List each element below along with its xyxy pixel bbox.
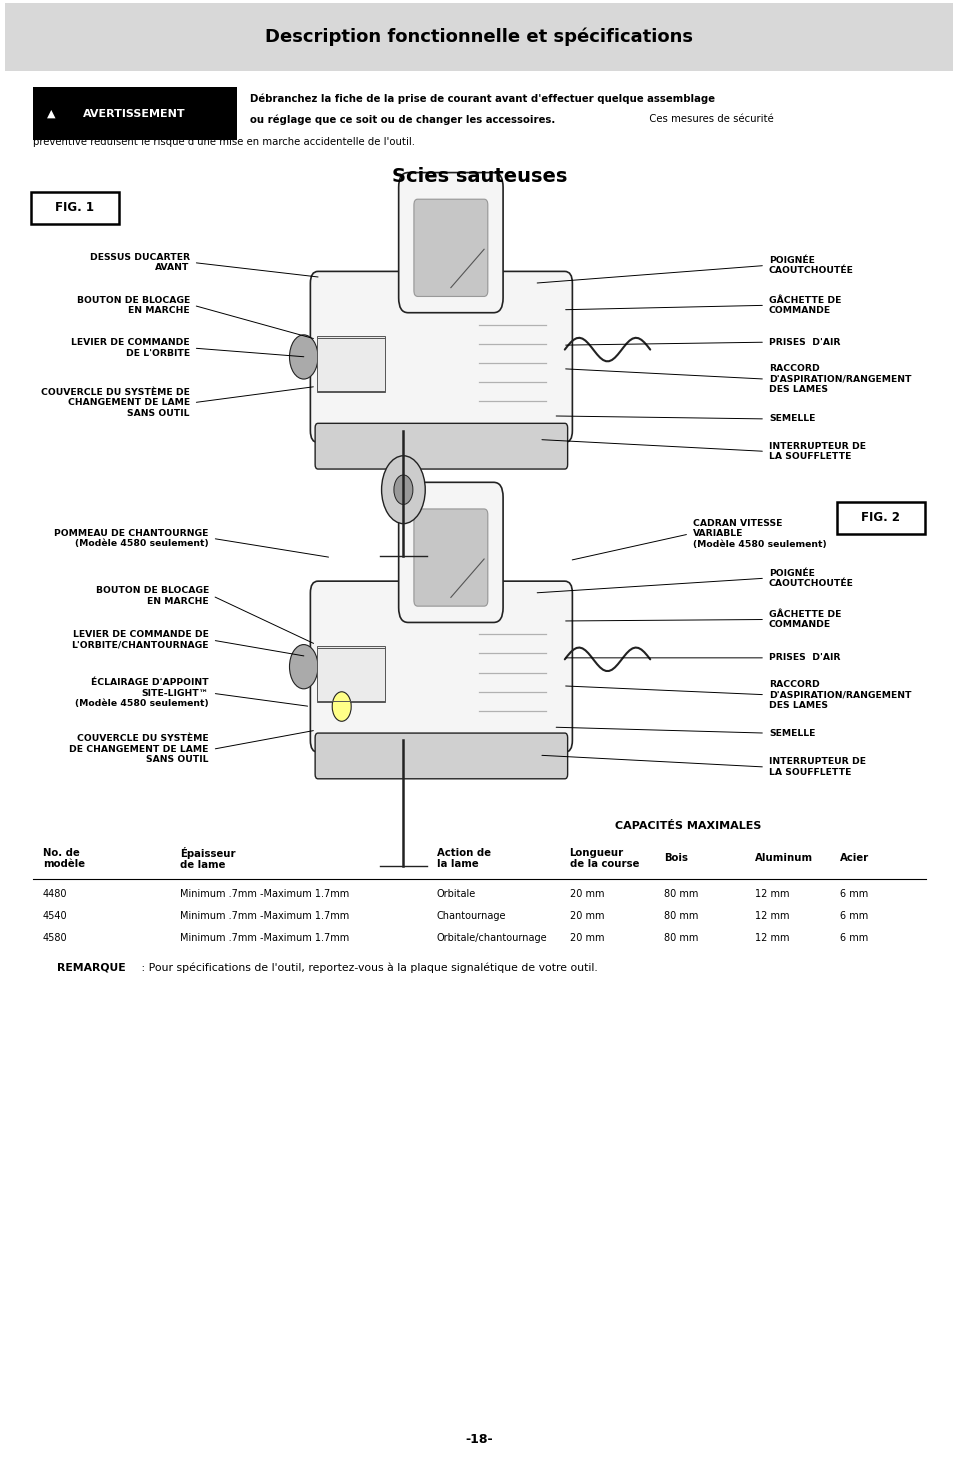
Text: ▲: ▲	[47, 109, 55, 118]
Text: RACCORD
D'ASPIRATION/RANGEMENT
DES LAMES: RACCORD D'ASPIRATION/RANGEMENT DES LAMES	[768, 680, 910, 709]
Text: Longueur
de la course: Longueur de la course	[569, 848, 639, 869]
FancyBboxPatch shape	[33, 87, 237, 140]
Text: Épaisseur
de lame: Épaisseur de lame	[180, 847, 235, 870]
Text: POIGNÉE
CAOUTCHOUTÉE: POIGNÉE CAOUTCHOUTÉE	[768, 255, 853, 276]
Text: Orbitale: Orbitale	[436, 889, 476, 898]
Text: Bois: Bois	[664, 854, 688, 863]
Text: FIG. 2: FIG. 2	[861, 512, 900, 524]
FancyBboxPatch shape	[314, 423, 567, 469]
FancyBboxPatch shape	[31, 192, 118, 224]
Text: DESSUS DUCARTER
AVANT: DESSUS DUCARTER AVANT	[90, 252, 190, 273]
Text: POMMEAU DE CHANTOURNGE
(Modèle 4580 seulement): POMMEAU DE CHANTOURNGE (Modèle 4580 seul…	[54, 528, 209, 549]
Text: GÂCHETTE DE
COMMANDE: GÂCHETTE DE COMMANDE	[768, 609, 841, 630]
Text: COUVERCLE DU SYSTÈME
DE CHANGEMENT DE LAME
SANS OUTIL: COUVERCLE DU SYSTÈME DE CHANGEMENT DE LA…	[70, 735, 209, 764]
Text: 80 mm: 80 mm	[664, 912, 699, 920]
Text: LEVIER DE COMMANDE
DE L'ORBITE: LEVIER DE COMMANDE DE L'ORBITE	[71, 338, 190, 358]
Text: FIG. 1: FIG. 1	[55, 202, 94, 214]
Text: 80 mm: 80 mm	[664, 889, 699, 898]
Text: 4540: 4540	[43, 912, 68, 920]
Text: POIGNÉE
CAOUTCHOUTÉE: POIGNÉE CAOUTCHOUTÉE	[768, 568, 853, 589]
Text: REMARQUE: REMARQUE	[57, 963, 126, 972]
Text: 4580: 4580	[43, 934, 68, 943]
Text: PRISES  D'AIR: PRISES D'AIR	[768, 653, 840, 662]
Text: RACCORD
D'ASPIRATION/RANGEMENT
DES LAMES: RACCORD D'ASPIRATION/RANGEMENT DES LAMES	[768, 364, 910, 394]
Text: Action de
la lame: Action de la lame	[436, 848, 490, 869]
Text: Minimum .7mm -Maximum 1.7mm: Minimum .7mm -Maximum 1.7mm	[180, 889, 349, 898]
Text: SEMELLE: SEMELLE	[768, 729, 815, 738]
Text: 6 mm: 6 mm	[840, 889, 867, 898]
Text: Acier: Acier	[840, 854, 868, 863]
Text: INTERRUPTEUR DE
LA SOUFFLETTE: INTERRUPTEUR DE LA SOUFFLETTE	[768, 441, 865, 462]
Text: 12 mm: 12 mm	[754, 912, 788, 920]
Text: 4480: 4480	[43, 889, 67, 898]
Text: COUVERCLE DU SYSTÈME DE
CHANGEMENT DE LAME
SANS OUTIL: COUVERCLE DU SYSTÈME DE CHANGEMENT DE LA…	[41, 388, 190, 417]
Text: No. de
modèle: No. de modèle	[43, 848, 85, 869]
Text: BOUTON DE BLOCAGE
EN MARCHE: BOUTON DE BLOCAGE EN MARCHE	[76, 295, 190, 316]
Text: préventive réduisent le risque d'une mise en marche accidentelle de l'outil.: préventive réduisent le risque d'une mis…	[33, 136, 415, 148]
Text: Minimum .7mm -Maximum 1.7mm: Minimum .7mm -Maximum 1.7mm	[180, 934, 349, 943]
Text: Minimum .7mm -Maximum 1.7mm: Minimum .7mm -Maximum 1.7mm	[180, 912, 349, 920]
Text: Orbitale/chantournage: Orbitale/chantournage	[436, 934, 547, 943]
Text: 20 mm: 20 mm	[569, 889, 603, 898]
Text: 6 mm: 6 mm	[840, 912, 867, 920]
Text: Chantournage: Chantournage	[436, 912, 506, 920]
Text: BOUTON DE BLOCAGE
EN MARCHE: BOUTON DE BLOCAGE EN MARCHE	[95, 586, 209, 606]
Text: : Pour spécifications de l'outil, reportez-vous à la plaque signalétique de votr: : Pour spécifications de l'outil, report…	[137, 962, 597, 974]
FancyBboxPatch shape	[398, 482, 502, 622]
Text: PRISES  D'AIR: PRISES D'AIR	[768, 338, 840, 347]
FancyBboxPatch shape	[414, 199, 487, 296]
Text: SEMELLE: SEMELLE	[768, 414, 815, 423]
Text: INTERRUPTEUR DE
LA SOUFFLETTE: INTERRUPTEUR DE LA SOUFFLETTE	[768, 757, 865, 777]
Text: 6 mm: 6 mm	[840, 934, 867, 943]
Text: AVERTISSEMENT: AVERTISSEMENT	[83, 109, 185, 118]
FancyBboxPatch shape	[398, 173, 502, 313]
FancyBboxPatch shape	[316, 336, 385, 392]
Text: GÂCHETTE DE
COMMANDE: GÂCHETTE DE COMMANDE	[768, 295, 841, 316]
FancyBboxPatch shape	[314, 733, 567, 779]
FancyBboxPatch shape	[414, 509, 487, 606]
Text: Aluminum: Aluminum	[754, 854, 812, 863]
Text: 20 mm: 20 mm	[569, 934, 603, 943]
Circle shape	[289, 645, 317, 689]
Text: ÉCLAIRAGE D'APPOINT
SITE-LIGHT™
(Modèle 4580 seulement): ÉCLAIRAGE D'APPOINT SITE-LIGHT™ (Modèle …	[75, 678, 209, 708]
FancyBboxPatch shape	[5, 3, 953, 71]
Text: Ces mesures de sécurité: Ces mesures de sécurité	[646, 115, 774, 124]
Text: -18-: -18-	[465, 1434, 493, 1446]
Text: Description fonctionnelle et spécifications: Description fonctionnelle et spécificati…	[265, 28, 693, 46]
Text: 12 mm: 12 mm	[754, 889, 788, 898]
FancyBboxPatch shape	[837, 502, 923, 534]
Circle shape	[332, 692, 351, 721]
FancyBboxPatch shape	[316, 646, 385, 702]
Text: Scies sauteuses: Scies sauteuses	[392, 168, 566, 186]
Text: CADRAN VITESSE
VARIABLE
(Modèle 4580 seulement): CADRAN VITESSE VARIABLE (Modèle 4580 seu…	[692, 519, 825, 549]
Circle shape	[289, 335, 317, 379]
Text: CAPACITÉS MAXIMALES: CAPACITÉS MAXIMALES	[615, 822, 760, 830]
Text: 80 mm: 80 mm	[664, 934, 699, 943]
Text: LEVIER DE COMMANDE DE
L'ORBITE/CHANTOURNAGE: LEVIER DE COMMANDE DE L'ORBITE/CHANTOURN…	[71, 630, 209, 650]
Text: 20 mm: 20 mm	[569, 912, 603, 920]
Text: Débranchez la fiche de la prise de courant avant d'effectuer quelque assemblage: Débranchez la fiche de la prise de coura…	[250, 93, 714, 105]
FancyBboxPatch shape	[310, 581, 572, 752]
FancyBboxPatch shape	[310, 271, 572, 442]
Circle shape	[381, 456, 425, 524]
Text: 12 mm: 12 mm	[754, 934, 788, 943]
Text: ou réglage que ce soit ou de changer les accessoires.: ou réglage que ce soit ou de changer les…	[250, 114, 555, 125]
Circle shape	[394, 475, 413, 504]
